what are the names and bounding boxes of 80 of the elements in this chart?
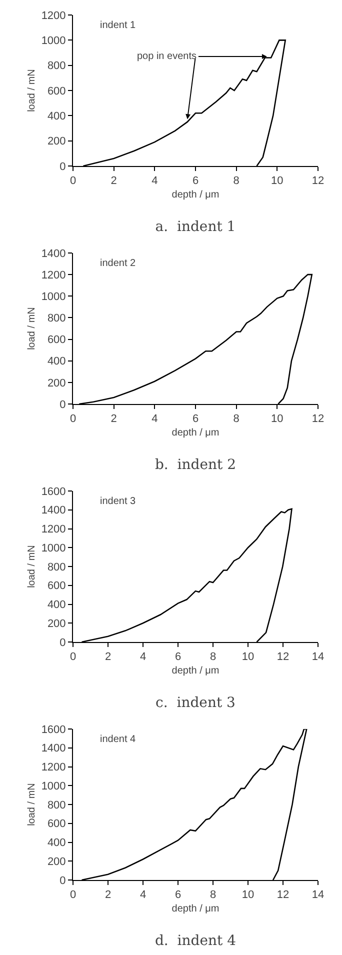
y-tick-label: 1400 <box>41 248 66 260</box>
x-tick-label: 6 <box>174 889 182 902</box>
y-axis-title: load / mN <box>26 307 38 350</box>
y-tick-label: 600 <box>47 580 66 592</box>
y-tick-label: 200 <box>47 136 66 148</box>
y-tick-label: 800 <box>47 60 66 72</box>
y-tick-label: 1200 <box>41 762 66 774</box>
x-tick-label: 12 <box>276 651 290 664</box>
annotation: pop in events <box>137 51 196 62</box>
x-tick-label: 12 <box>276 889 290 902</box>
x-tick-label: 6 <box>192 413 199 426</box>
y-tick-label: 1000 <box>41 542 66 554</box>
x-tick-label: 8 <box>233 175 240 188</box>
x-tick-label: 2 <box>104 651 112 664</box>
y-tick-label: 600 <box>47 334 66 346</box>
y-tick-label: 1200 <box>41 269 66 282</box>
x-axis-title: depth / μm <box>172 666 220 677</box>
x-tick-label: 4 <box>152 175 158 188</box>
annotation: indent 1 <box>100 20 136 31</box>
x-tick-label: 10 <box>271 413 284 426</box>
text: d. indent 4 <box>154 932 236 949</box>
x-tick-label: 8 <box>233 413 240 426</box>
y-tick-label: 600 <box>47 818 66 830</box>
x-axis-title: depth / μm <box>172 190 220 201</box>
x-tick-label: 4 <box>152 413 158 426</box>
y-tick-label: 200 <box>47 856 66 868</box>
text: a. indent 1 <box>155 218 236 235</box>
x-axis-title: depth / μm <box>172 904 220 915</box>
y-tick-label: 1200 <box>41 10 66 22</box>
y-tick-label: 400 <box>47 356 66 368</box>
y-tick-label: 1400 <box>41 742 66 755</box>
x-tick-label: 2 <box>110 413 117 426</box>
x-tick-label: 14 <box>312 651 324 664</box>
y-axis-title: load / mN <box>26 545 38 588</box>
x-tick-label: 0 <box>70 175 76 188</box>
annotation: indent 4 <box>100 734 136 745</box>
x-tick-label: 8 <box>210 651 216 664</box>
y-tick-label: 1200 <box>41 524 66 536</box>
y-tick-label: 800 <box>47 312 66 325</box>
x-tick-label: 8 <box>210 889 216 902</box>
x-tick-label: 0 <box>70 889 76 902</box>
y-tick-label: 1000 <box>41 780 66 792</box>
y-tick-label: 800 <box>47 799 66 812</box>
y-tick-label: 200 <box>47 618 66 630</box>
y-axis-title: load / mN <box>26 69 38 112</box>
x-tick-label: 4 <box>140 889 146 902</box>
y-tick-label: 0 <box>60 636 66 649</box>
x-tick-label: 10 <box>242 889 254 902</box>
x-tick-label: 12 <box>312 413 324 426</box>
annotation: indent 2 <box>100 258 136 269</box>
y-tick-label: 600 <box>47 85 66 98</box>
x-tick-label: 6 <box>192 175 199 188</box>
y-tick-label: 800 <box>47 561 66 574</box>
text: c. indent 3 <box>156 694 236 711</box>
x-tick-label: 6 <box>174 651 182 664</box>
x-tick-label: 2 <box>104 889 112 902</box>
y-tick-label: 400 <box>47 837 66 850</box>
x-axis-title: depth / μm <box>172 428 220 439</box>
y-tick-label: 1000 <box>41 35 66 48</box>
x-tick-label: 10 <box>242 651 254 664</box>
y-tick-label: 1600 <box>41 486 66 498</box>
y-tick-label: 0 <box>60 160 66 173</box>
x-tick-label: 4 <box>140 651 146 664</box>
y-tick-label: 1400 <box>41 504 66 517</box>
x-tick-label: 0 <box>70 413 76 426</box>
x-tick-label: 10 <box>271 175 284 188</box>
y-tick-label: 200 <box>47 377 66 390</box>
y-tick-label: 0 <box>60 874 66 887</box>
x-tick-label: 2 <box>110 175 117 188</box>
x-tick-label: 12 <box>312 175 324 188</box>
x-tick-label: 14 <box>312 889 324 902</box>
annotation: indent 3 <box>100 496 136 507</box>
y-tick-label: 400 <box>47 110 66 123</box>
x-tick-label: 0 <box>70 651 76 664</box>
y-tick-label: 1600 <box>41 724 66 736</box>
y-tick-label: 0 <box>60 398 66 411</box>
text: b. indent 2 <box>154 456 236 473</box>
y-axis-title: load / mN <box>26 783 38 826</box>
y-tick-label: 1000 <box>41 290 66 303</box>
y-tick-label: 400 <box>47 599 66 612</box>
